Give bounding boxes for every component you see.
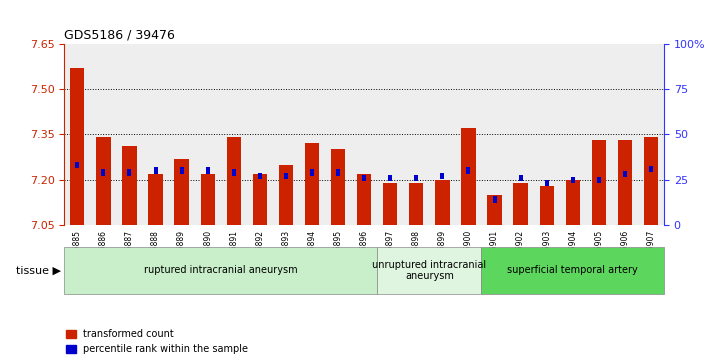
Bar <box>466 167 471 174</box>
Bar <box>623 171 627 178</box>
Bar <box>357 174 371 225</box>
Bar <box>206 167 210 174</box>
Bar <box>180 167 183 174</box>
Bar <box>597 176 601 183</box>
Legend: transformed count, percentile rank within the sample: transformed count, percentile rank withi… <box>62 326 252 358</box>
Bar <box>226 137 241 225</box>
Bar <box>570 176 575 183</box>
Bar <box>565 180 580 225</box>
Bar <box>278 164 293 225</box>
Bar <box>149 174 163 225</box>
Bar <box>122 146 136 225</box>
Bar <box>70 68 84 225</box>
Bar <box>414 175 418 181</box>
Bar <box>174 159 188 225</box>
Bar <box>305 143 319 225</box>
Bar <box>127 169 131 176</box>
Bar <box>331 150 346 225</box>
Text: GDS5186 / 39476: GDS5186 / 39476 <box>64 28 175 41</box>
Bar <box>258 173 262 179</box>
Bar <box>518 175 523 181</box>
Text: superficial temporal artery: superficial temporal artery <box>508 265 638 276</box>
Bar <box>75 162 79 168</box>
Bar <box>336 169 340 176</box>
Bar <box>493 196 496 203</box>
Bar <box>96 137 111 225</box>
Bar <box>101 169 106 176</box>
Bar <box>540 186 554 225</box>
Text: ruptured intracranial aneurysm: ruptured intracranial aneurysm <box>144 265 298 276</box>
Bar <box>284 173 288 179</box>
Bar <box>362 175 366 181</box>
Bar <box>436 180 450 225</box>
Bar <box>201 174 215 225</box>
Bar <box>383 183 398 225</box>
Text: tissue ▶: tissue ▶ <box>16 265 61 276</box>
Bar <box>388 175 392 181</box>
Bar <box>644 137 658 225</box>
Bar <box>409 183 423 225</box>
Bar <box>513 183 528 225</box>
Bar <box>488 195 502 225</box>
Text: unruptured intracranial
aneurysm: unruptured intracranial aneurysm <box>372 260 486 281</box>
Bar <box>592 140 606 225</box>
Bar <box>253 174 267 225</box>
Bar <box>232 169 236 176</box>
Bar <box>310 169 314 176</box>
Bar <box>618 140 632 225</box>
Bar <box>545 180 548 187</box>
Bar <box>461 128 476 225</box>
Bar <box>441 173 444 179</box>
Bar <box>154 167 158 174</box>
Bar <box>649 166 653 172</box>
